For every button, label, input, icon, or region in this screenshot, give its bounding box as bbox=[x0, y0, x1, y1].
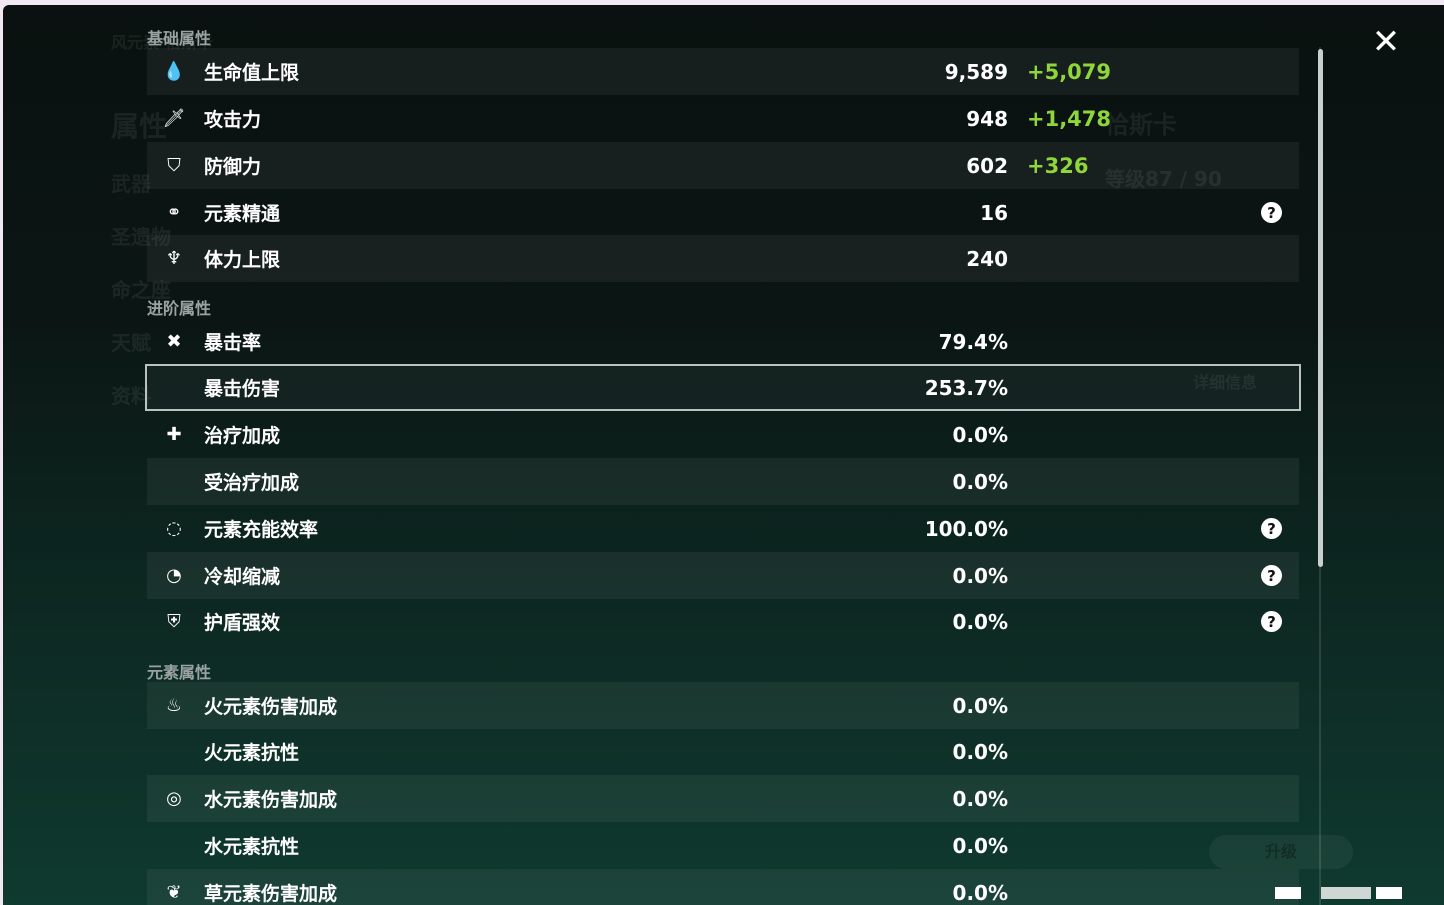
stat-value: 100.0% bbox=[924, 516, 1008, 541]
stat-label: 治疗加成 bbox=[204, 425, 281, 447]
stat-row[interactable]: ♨ 火元素伤害加成 0.0% bbox=[147, 682, 1299, 729]
help-icon[interactable]: ? bbox=[1261, 202, 1282, 223]
stat-label: 生命值上限 bbox=[204, 62, 300, 84]
energy-recharge-icon: ◌ bbox=[166, 518, 182, 539]
hydro-icon: ◎ bbox=[166, 788, 182, 809]
details-button[interactable]: 详细信息 bbox=[1193, 373, 1258, 392]
stat-value: 948 bbox=[966, 106, 1008, 131]
stat-value: 0.0% bbox=[952, 422, 1008, 447]
stat-row[interactable]: ⚭ 元素精通 16? bbox=[147, 189, 1299, 236]
stat-label: 护盾强效 bbox=[204, 612, 281, 634]
stat-row[interactable]: 🗡 攻击力 948 +1,478 bbox=[147, 95, 1299, 142]
help-icon[interactable]: ? bbox=[1261, 518, 1282, 539]
stat-bonus: +326 bbox=[1027, 153, 1089, 178]
crit-rate-icon: ✖ bbox=[166, 331, 182, 352]
stat-value: 253.7% bbox=[924, 375, 1008, 400]
stat-row[interactable]: ⛉ 防御力 602 +326 bbox=[147, 142, 1299, 189]
stat-label: 水元素抗性 bbox=[204, 836, 300, 858]
upgrade-button[interactable]: 升级 bbox=[1209, 835, 1353, 869]
stat-row[interactable]: ♆ 体力上限 240 bbox=[147, 235, 1299, 282]
element-label: 风元素·恰斯卡 bbox=[111, 33, 214, 52]
stamina-icon: ♆ bbox=[165, 248, 183, 269]
stat-value: 0.0% bbox=[952, 469, 1008, 494]
help-icon[interactable]: ? bbox=[1261, 611, 1282, 632]
stat-row[interactable]: 受治疗加成 0.0% bbox=[147, 458, 1299, 505]
shield-strength-icon: ⛨ bbox=[167, 611, 181, 632]
stat-value: 240 bbox=[966, 246, 1008, 271]
stat-label: 元素充能效率 bbox=[204, 519, 319, 541]
stat-label: 体力上限 bbox=[204, 249, 281, 271]
stat-label: 攻击力 bbox=[204, 109, 262, 131]
stat-label: 暴击伤害 bbox=[204, 378, 281, 400]
stat-row[interactable]: 暴击伤害 253.7% bbox=[145, 364, 1301, 411]
stat-row[interactable]: ❦ 草元素伤害加成 0.0% bbox=[147, 869, 1299, 905]
section-title: 元素属性 bbox=[147, 663, 212, 682]
stat-value: 0.0% bbox=[952, 880, 1008, 905]
stat-row[interactable]: 💧 生命值上限 9,589 +5,079 bbox=[147, 48, 1299, 95]
character-name: 恰斯卡 bbox=[1105, 111, 1177, 139]
stat-row[interactable]: 水元素抗性 0.0% bbox=[147, 822, 1299, 869]
stat-label: 元素精通 bbox=[204, 203, 281, 225]
stat-row[interactable]: ✚ 治疗加成 0.0% bbox=[147, 411, 1299, 458]
menu-item[interactable]: 资料 bbox=[111, 384, 151, 408]
dendro-icon: ❦ bbox=[166, 882, 182, 903]
character-screen: 风元素·恰斯卡 恰斯卡 等级87 / 90 详细信息 升级 属性武器圣遗物命之座… bbox=[3, 5, 1444, 905]
stat-label: 暴击率 bbox=[204, 332, 262, 354]
stat-row[interactable]: ◔ 冷却缩减 0.0%? bbox=[147, 552, 1299, 599]
stat-value: 0.0% bbox=[952, 563, 1008, 588]
stat-value: 0.0% bbox=[952, 693, 1008, 718]
menu-item[interactable]: 圣遗物 bbox=[111, 225, 171, 249]
stat-label: 冷却缩减 bbox=[204, 566, 281, 588]
stat-label: 火元素伤害加成 bbox=[204, 696, 338, 718]
stat-label: 水元素伤害加成 bbox=[204, 789, 338, 811]
stat-value: 9,589 bbox=[944, 59, 1008, 84]
stat-value: 0.0% bbox=[952, 609, 1008, 634]
stat-value: 0.0% bbox=[952, 739, 1008, 764]
stat-label: 草元素伤害加成 bbox=[204, 883, 338, 905]
stat-label: 火元素抗性 bbox=[204, 742, 300, 764]
watermark bbox=[1376, 887, 1402, 899]
stat-row[interactable]: ✖ 暴击率 79.4% bbox=[147, 318, 1299, 365]
help-icon[interactable]: ? bbox=[1261, 565, 1282, 586]
menu-item[interactable]: 命之座 bbox=[111, 278, 171, 302]
stat-value: 602 bbox=[966, 153, 1008, 178]
stat-value: 16 bbox=[980, 200, 1008, 225]
menu-item[interactable]: 属性 bbox=[111, 110, 168, 143]
cooldown-icon: ◔ bbox=[166, 565, 182, 586]
sword-icon: 🗡 bbox=[162, 108, 186, 129]
stat-bonus: +5,079 bbox=[1027, 59, 1112, 84]
watermark bbox=[1275, 887, 1301, 899]
section-title: 进阶属性 bbox=[147, 299, 212, 318]
stat-label: 防御力 bbox=[204, 156, 262, 178]
menu-item[interactable]: 武器 bbox=[111, 172, 151, 196]
stat-row[interactable]: 火元素抗性 0.0% bbox=[147, 728, 1299, 775]
crit-damage-icon bbox=[163, 377, 185, 399]
stat-value: 0.0% bbox=[952, 786, 1008, 811]
hp-drop-icon: 💧 bbox=[162, 61, 186, 82]
watermark bbox=[1321, 887, 1371, 899]
healing-icon: ✚ bbox=[166, 424, 182, 445]
stat-label: 受治疗加成 bbox=[204, 472, 300, 494]
menu-item[interactable]: 天赋 bbox=[111, 331, 151, 355]
scrollbar-thumb[interactable] bbox=[1318, 49, 1323, 567]
elemental-mastery-icon: ⚭ bbox=[166, 202, 182, 223]
stat-value: 0.0% bbox=[952, 833, 1008, 858]
stat-bonus: +1,478 bbox=[1027, 106, 1112, 131]
stat-value: 79.4% bbox=[938, 329, 1008, 354]
stat-row[interactable]: ◌ 元素充能效率 100.0%? bbox=[147, 505, 1299, 552]
section-title: 基础属性 bbox=[147, 29, 212, 48]
stat-row[interactable]: ⛨ 护盾强效 0.0%? bbox=[147, 598, 1299, 645]
stat-row[interactable]: ◎ 水元素伤害加成 0.0% bbox=[147, 775, 1299, 822]
close-button[interactable]: ✕ bbox=[1371, 22, 1401, 62]
character-level: 等级87 / 90 bbox=[1105, 167, 1222, 191]
shield-icon: ⛉ bbox=[167, 155, 181, 176]
pyro-icon: ♨ bbox=[165, 695, 183, 716]
